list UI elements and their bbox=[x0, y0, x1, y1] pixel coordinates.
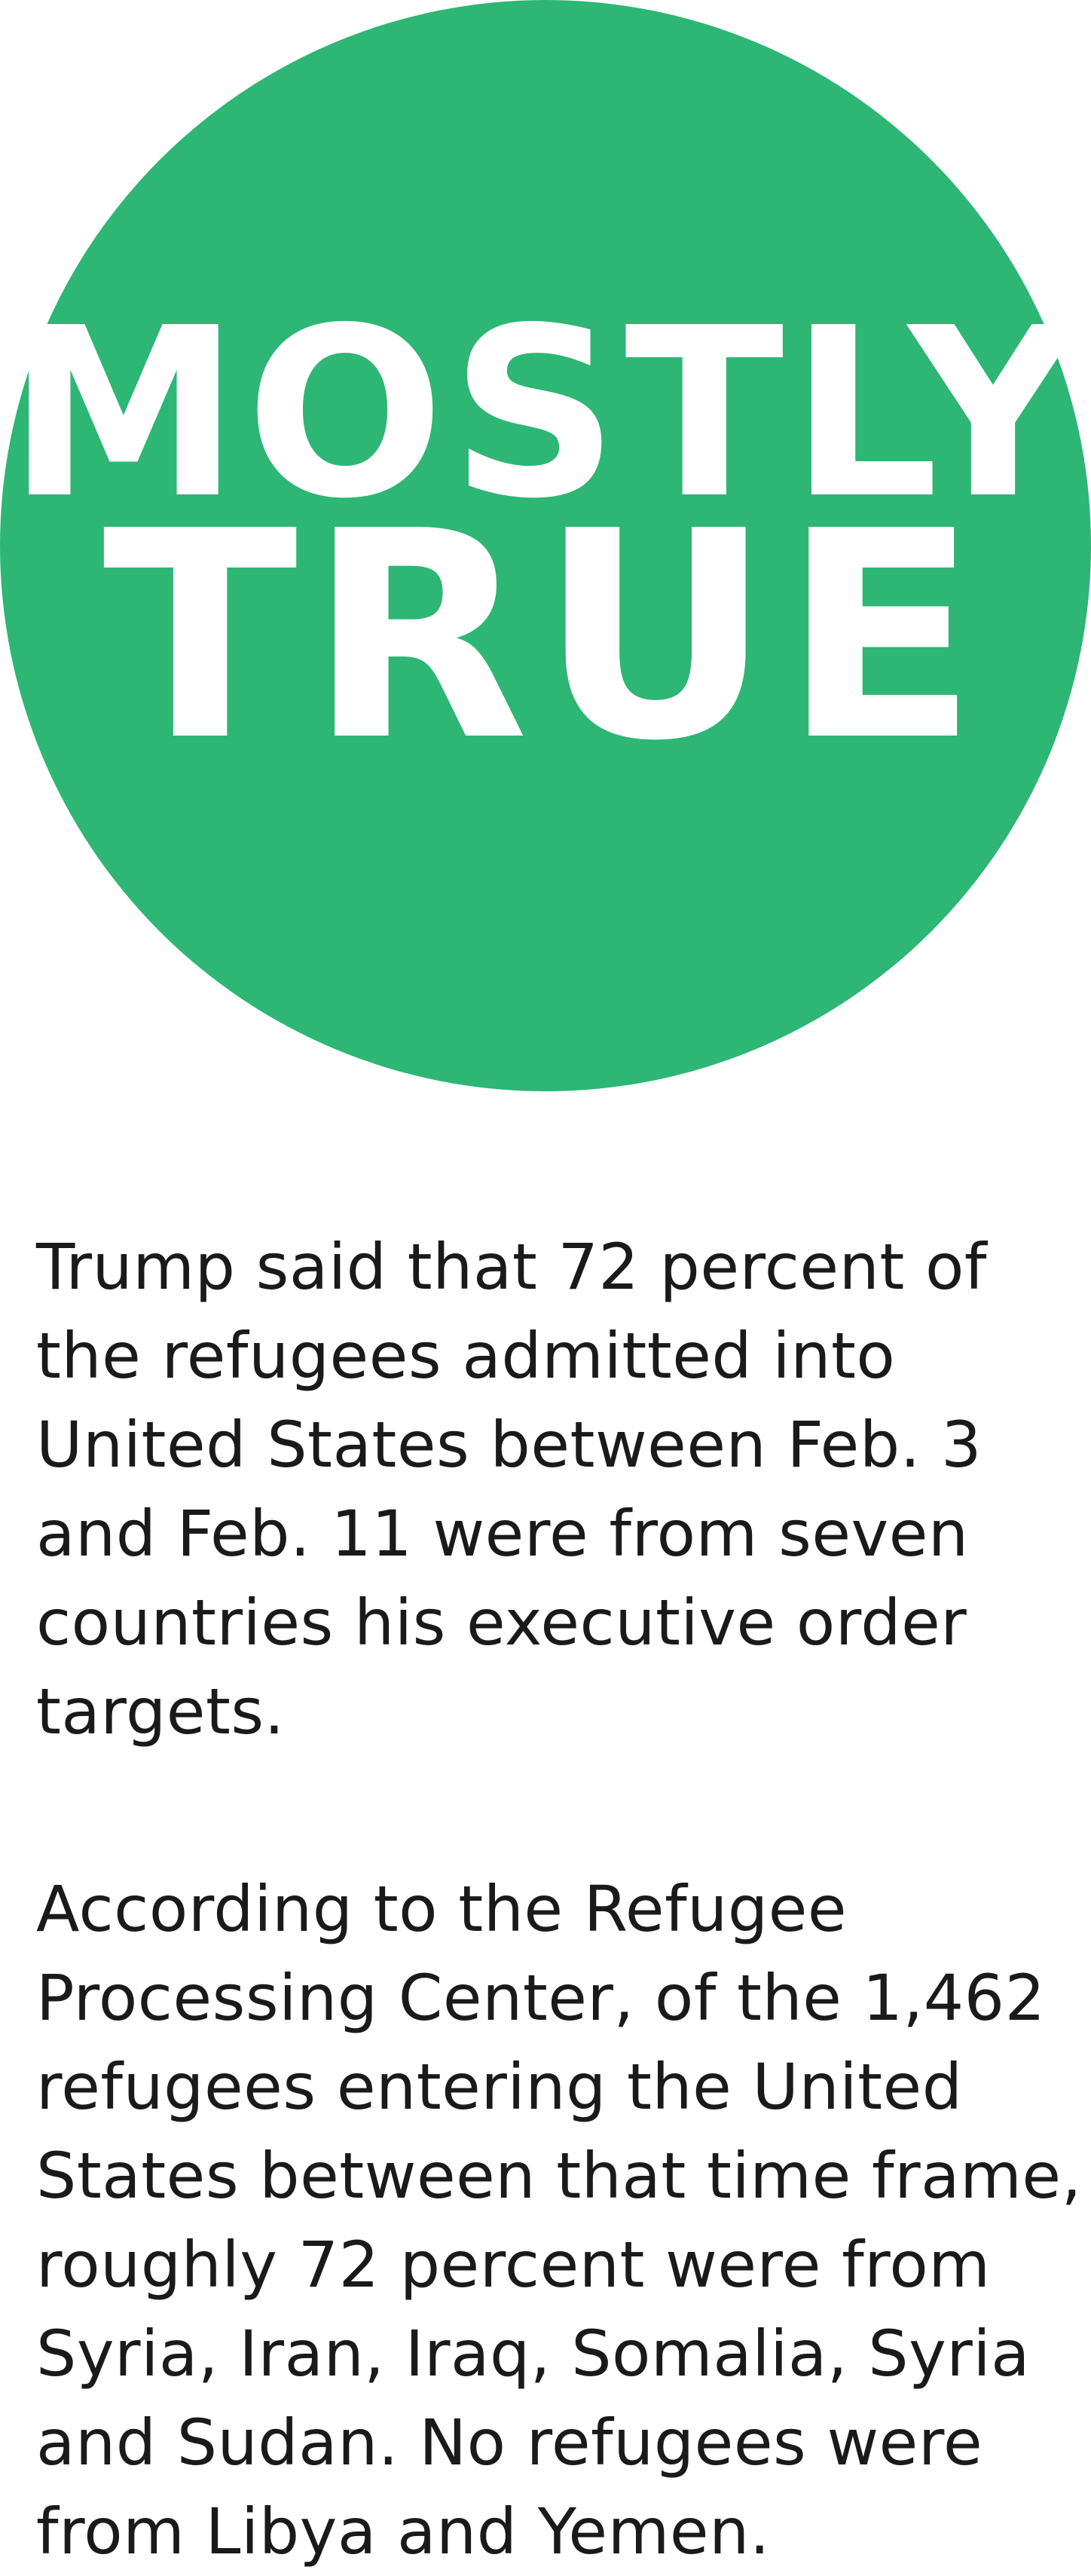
text-line: from Libya and Yemen. bbox=[36, 2495, 771, 2568]
rating-badge bbox=[0, 0, 1091, 1091]
text-line: Syria, Iran, Iraq, Somalia, Syria bbox=[36, 2317, 1031, 2391]
claim-paragraph: Trump said that 72 percent of the refuge… bbox=[36, 1222, 1083, 1756]
text-line: and Sudan. No refugees were bbox=[36, 2406, 983, 2480]
text-line: targets. bbox=[36, 1675, 285, 1748]
evidence-paragraph: According to the Refugee Processing Cent… bbox=[36, 1865, 1083, 2576]
text-line: countries his executive order bbox=[36, 1586, 967, 1660]
text-line: According to the Refugee bbox=[36, 1872, 848, 1946]
text-line: States between that time frame, bbox=[36, 2139, 1082, 2213]
text-line: Processing Center, of the 1,462 bbox=[36, 1961, 1046, 2035]
rating-label-line-1: MOSTLY bbox=[7, 278, 1084, 550]
text-line: refugees entering the United bbox=[36, 2050, 963, 2124]
text-line: Trump said that 72 percent of bbox=[36, 1230, 987, 1304]
text-line: and Feb. 11 were from seven bbox=[36, 1497, 969, 1571]
text-line: roughly 72 percent were from bbox=[36, 2228, 991, 2302]
rating-label-line-2: TRUE bbox=[102, 470, 989, 803]
text-line: United States between Feb. 3 bbox=[36, 1408, 983, 1482]
text-line: the refugees admitted into bbox=[36, 1319, 896, 1393]
